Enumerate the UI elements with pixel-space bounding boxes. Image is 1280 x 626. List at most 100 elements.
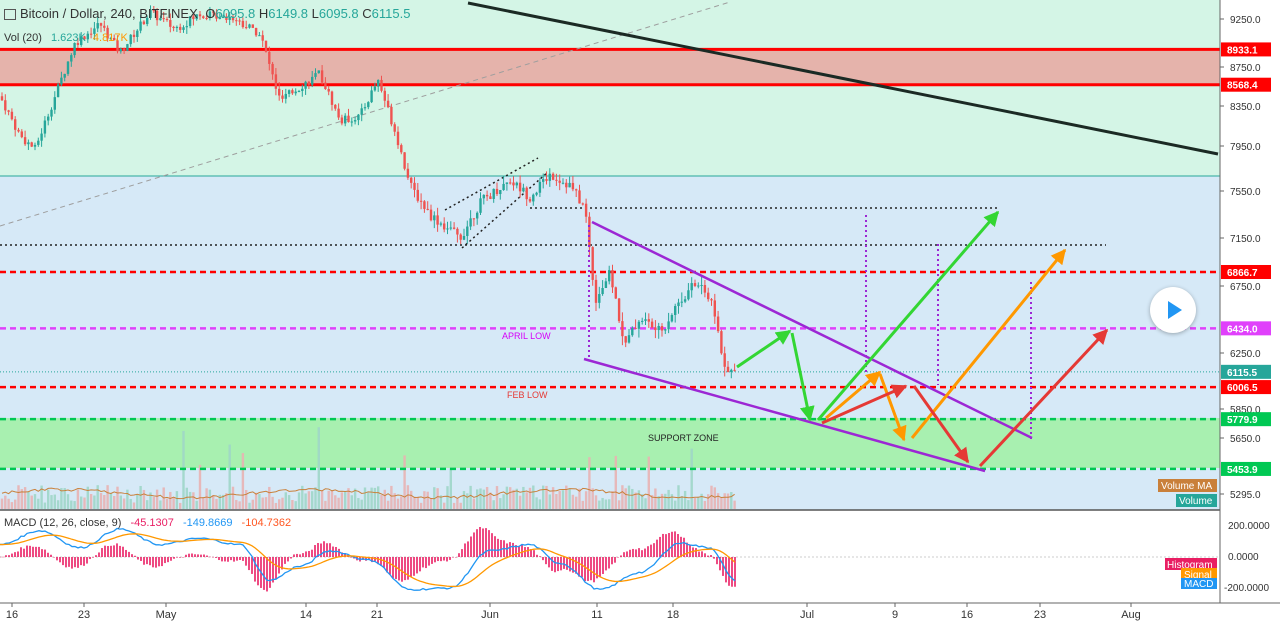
volume-bar: [462, 490, 466, 509]
candle-body: [551, 173, 555, 180]
macd-histogram-bar: [728, 557, 730, 586]
volume-bar: [116, 486, 119, 509]
volume-bar: [548, 494, 551, 509]
macd-histogram-bar: [443, 557, 445, 561]
volume-ma-legend: Volume MA: [1161, 481, 1212, 492]
macd-histogram-bar: [215, 557, 217, 558]
candle-body: [40, 133, 43, 141]
macd-histogram-bar: [338, 548, 340, 557]
volume-bar: [37, 498, 40, 509]
macd-histogram-bar: [5, 555, 7, 557]
macd-histogram-bar: [554, 557, 556, 573]
volume-bar: [294, 501, 297, 509]
volume-bar: [225, 493, 228, 509]
macd-histogram-bar: [605, 557, 607, 571]
candle-body: [192, 16, 195, 20]
candle-body: [195, 14, 198, 20]
volume-bar: [423, 491, 426, 509]
volume-bar: [713, 487, 716, 509]
candle-body: [545, 179, 548, 181]
candle-body: [245, 27, 248, 29]
macd-histogram-bar: [122, 546, 124, 557]
candle-body: [76, 42, 80, 46]
volume-bar: [139, 485, 142, 509]
time-axis: [0, 603, 1280, 626]
macd-histogram-bar: [248, 557, 250, 571]
candle-body: [103, 25, 106, 28]
volume-bar: [492, 500, 495, 509]
candle-body: [644, 319, 647, 321]
candle-body: [641, 320, 644, 322]
candle-body: [532, 194, 535, 202]
volume-bar: [456, 498, 459, 509]
macd-histogram-bar: [227, 557, 229, 562]
candle-body: [274, 74, 278, 89]
april-low-label: APRIL LOW: [502, 331, 551, 341]
candle-body: [212, 11, 215, 13]
price-level-badge: [1221, 461, 1271, 476]
candle-body: [472, 218, 476, 220]
macd-histogram-bar: [458, 553, 460, 557]
candle-body: [647, 319, 650, 322]
volume-bar: [700, 493, 703, 509]
macd-histogram-bar: [365, 557, 367, 561]
symbol-title: Bitcoin / Dollar, 240, BITFINEX: [20, 6, 198, 21]
candle-body: [446, 228, 449, 230]
candle-body: [215, 12, 218, 19]
candle-body: [281, 95, 284, 99]
candle-body: [674, 306, 677, 315]
macd-histogram-bar: [731, 557, 733, 587]
macd-histogram-bar: [239, 557, 241, 561]
volume-bar: [47, 489, 50, 509]
candle-body: [512, 182, 515, 186]
candle-body: [96, 23, 99, 29]
macd-histogram-bar: [599, 557, 601, 578]
candle-body: [456, 228, 459, 235]
candle-body: [423, 201, 426, 209]
macd-histogram-bar: [299, 554, 301, 557]
volume-bar: [258, 494, 261, 509]
price-level-badge: [1221, 77, 1271, 92]
candle-body: [353, 120, 357, 122]
macd-histogram-bar: [236, 557, 238, 561]
candle-body: [30, 142, 33, 147]
volume-bar: [512, 489, 515, 509]
volume-bar: [601, 497, 604, 509]
candle-body: [631, 327, 634, 336]
candle-body: [113, 37, 116, 41]
candle-body: [726, 366, 730, 373]
macd-histogram-bar: [221, 557, 223, 562]
macd-histogram-bar: [719, 557, 721, 571]
macd-histogram-bar: [371, 557, 373, 563]
candle-body: [56, 84, 60, 98]
volume-legend: Volume: [1179, 496, 1213, 507]
volume-bar: [545, 485, 548, 509]
play-button[interactable]: [1150, 287, 1196, 333]
macd-histogram-bar: [134, 555, 136, 557]
candle-body: [608, 270, 611, 282]
volume-bar: [558, 491, 561, 509]
candle-body: [66, 61, 70, 74]
macd-histogram-bar: [572, 557, 574, 573]
volume-bar: [327, 490, 330, 509]
macd-histogram-bar: [626, 551, 628, 557]
candle-body: [502, 183, 505, 191]
candle-body: [129, 34, 132, 45]
volume-bar: [443, 502, 446, 509]
volume-bar: [396, 498, 400, 509]
macd-histogram-bar: [452, 557, 454, 558]
candle-body: [106, 27, 109, 39]
candle-body: [340, 117, 344, 124]
menu-icon[interactable]: [4, 9, 16, 20]
macd-histogram-bar: [68, 557, 70, 567]
volume-bar: [307, 491, 311, 509]
macd-histogram-bar: [116, 543, 118, 557]
candle-body: [617, 298, 621, 322]
volume-bar: [304, 493, 307, 509]
x-tick-label: Jun: [481, 609, 499, 621]
macd-histogram-bar: [191, 553, 193, 557]
candle-body: [386, 100, 390, 107]
volume-bar: [99, 493, 103, 509]
volume-bar: [390, 485, 393, 509]
candle-body: [327, 88, 330, 92]
